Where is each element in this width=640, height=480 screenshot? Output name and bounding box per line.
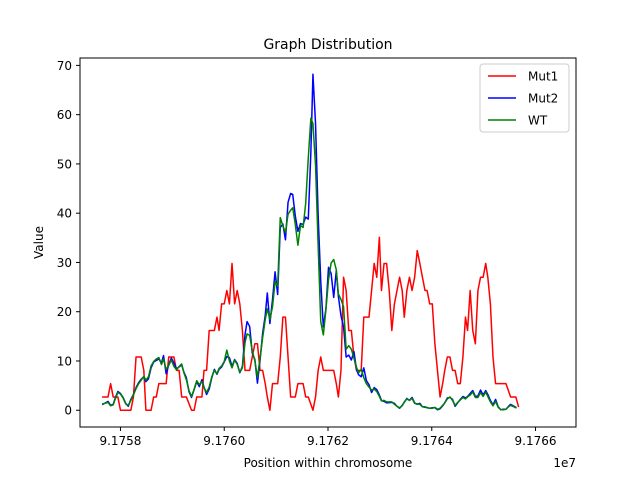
legend-box: [479, 63, 570, 133]
x-tick-label: 9.1760: [203, 434, 245, 448]
x-axis-label: Position within chromosome: [244, 456, 413, 470]
legend-label-wt: WT: [528, 114, 548, 128]
y-tick-label: 0: [64, 404, 72, 418]
series-line-wt: [101, 117, 517, 411]
legend: Mut1 Mut2 WT: [479, 63, 570, 133]
series-lines: [101, 73, 520, 411]
legend-label-mut2: Mut2: [528, 92, 558, 106]
y-tick-label: 70: [57, 59, 72, 73]
x-tick-label: 9.1764: [411, 434, 453, 448]
axes: 9.1758 9.1760 9.1762 9.1764 9.1766 0 10 20 30 40 5…: [57, 59, 557, 448]
x-tick-label: 9.1766: [515, 434, 557, 448]
x-tick-label: 9.1762: [307, 434, 349, 448]
y-axis-label: Value: [32, 226, 46, 259]
x-axis-offset-label: 1e7: [553, 456, 576, 470]
y-tick-label: 50: [57, 157, 72, 171]
y-tick-label: 60: [57, 108, 72, 122]
x-tick-label: 9.1758: [99, 434, 141, 448]
plot-frame: [79, 57, 577, 428]
y-tick-label: 10: [57, 354, 72, 368]
y-tick-label: 40: [57, 207, 72, 221]
chart-title: Graph Distribution: [263, 37, 392, 53]
y-tick-label: 20: [57, 305, 72, 319]
legend-label-mut1: Mut1: [528, 70, 558, 84]
y-tick-label: 30: [57, 256, 72, 270]
series-line-mut1: [102, 236, 520, 411]
